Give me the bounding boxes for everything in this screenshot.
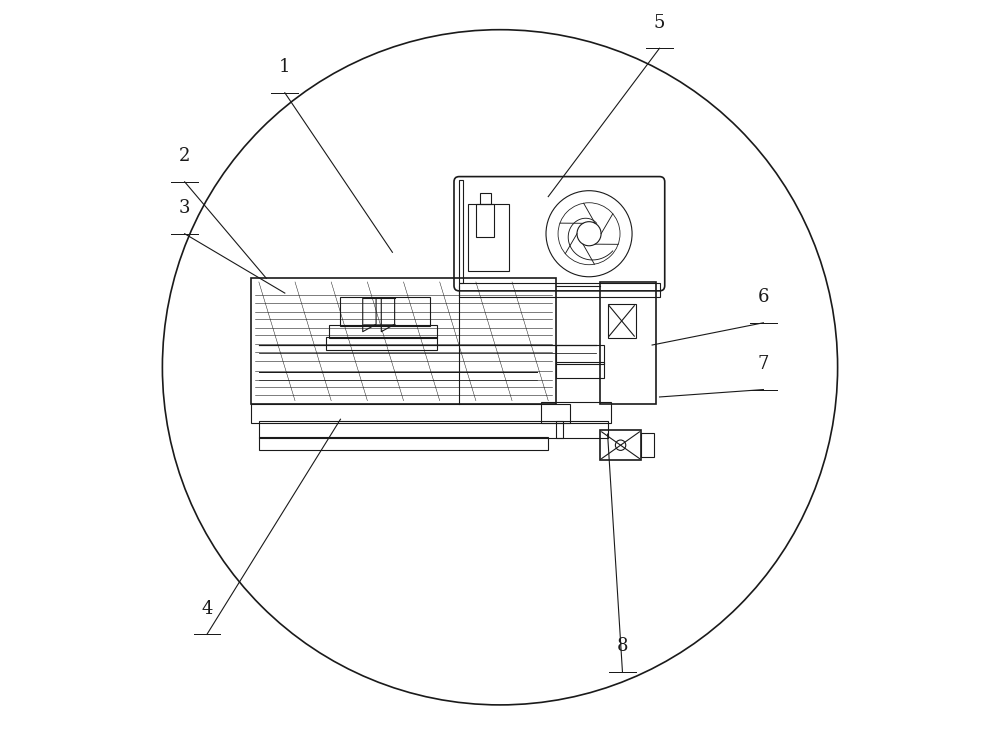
Bar (329, 325, 437, 338)
Text: 3: 3 (179, 200, 190, 217)
Bar (259, 437, 548, 450)
Bar (556, 421, 608, 438)
Text: 4: 4 (201, 600, 213, 618)
Bar (600, 430, 641, 460)
Bar (556, 362, 604, 378)
Bar (459, 283, 660, 297)
Bar (480, 193, 491, 204)
Bar (459, 180, 463, 283)
Bar (608, 304, 636, 338)
Bar (326, 337, 437, 350)
Bar (556, 345, 604, 364)
Bar (541, 402, 611, 423)
Bar (600, 282, 656, 404)
Bar (476, 204, 494, 237)
Bar (251, 278, 556, 404)
Text: 7: 7 (758, 355, 769, 373)
Text: 6: 6 (758, 289, 769, 306)
Text: 1: 1 (279, 59, 291, 76)
Bar (259, 421, 563, 438)
Bar (251, 404, 570, 423)
Bar (641, 433, 654, 457)
Text: 8: 8 (617, 637, 628, 655)
Bar (468, 204, 509, 271)
Bar (340, 297, 430, 326)
Text: 5: 5 (654, 14, 665, 32)
Text: 2: 2 (179, 148, 190, 165)
